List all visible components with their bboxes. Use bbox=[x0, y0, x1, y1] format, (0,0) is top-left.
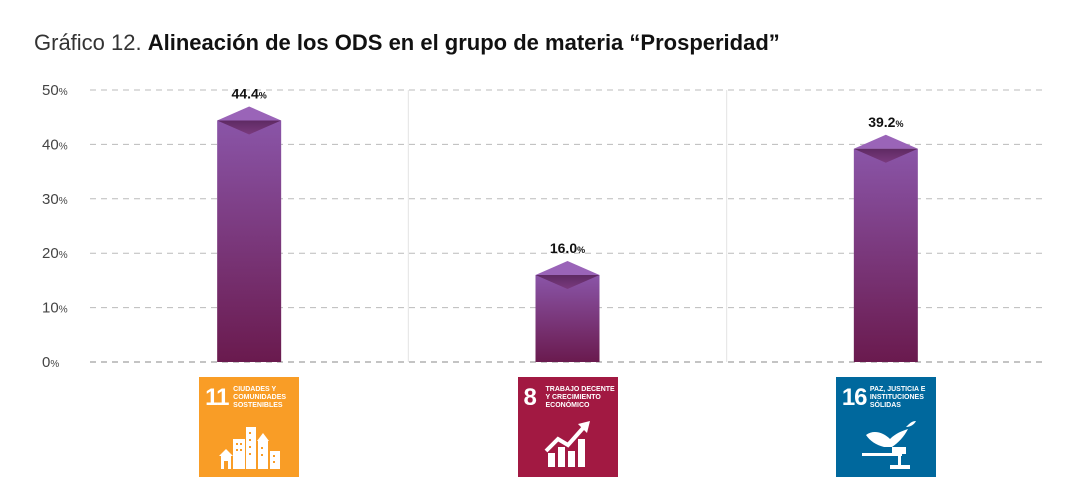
data-label: 39.2% bbox=[868, 114, 903, 130]
bar-cap-front bbox=[217, 120, 282, 135]
bar-cap-top bbox=[535, 260, 600, 275]
y-tick-label: 0% bbox=[42, 354, 59, 371]
bar-cap-top bbox=[217, 106, 282, 121]
chart-title-lead: Gráfico 12. bbox=[34, 30, 142, 55]
city-buildings-icon bbox=[219, 427, 281, 469]
sdg-name: TRABAJO DECENTE Y CRECIMIENTO ECONÓMICO bbox=[545, 386, 615, 409]
y-tick-label: 50% bbox=[42, 82, 68, 99]
sdg-name: PAZ, JUSTICIA E INSTITUCIONES SÓLIDAS bbox=[869, 386, 926, 409]
dove-gavel-icon bbox=[861, 421, 916, 469]
y-tick-label: 10% bbox=[42, 300, 68, 317]
bar-cap-top bbox=[853, 134, 918, 149]
sdg-16-badge: 16 PAZ, JUSTICIA E INSTITUCIONES SÓLIDAS bbox=[835, 377, 936, 477]
bar-cap-front bbox=[535, 274, 600, 289]
y-tick-label: 20% bbox=[42, 245, 68, 262]
data-label: 44.4% bbox=[232, 85, 267, 101]
sdg-11-badge: 11 CIUDADES Y COMUNIDADES SOSTENIBLES bbox=[199, 377, 300, 477]
bar-cap-front bbox=[853, 148, 918, 163]
sdg-name: CIUDADES Y COMUNIDADES SOSTENIBLES bbox=[233, 386, 287, 409]
sdg-number: 8 bbox=[523, 384, 537, 411]
data-label: 16.0% bbox=[550, 240, 585, 256]
bar bbox=[853, 148, 918, 362]
sdg-number: 11 bbox=[205, 384, 229, 411]
bar bbox=[217, 120, 282, 363]
chart-title-main: Alineación de los ODS en el grupo de mat… bbox=[147, 30, 780, 55]
y-tick-label: 40% bbox=[42, 136, 68, 153]
sdg-number: 16 bbox=[841, 384, 868, 411]
growth-chart-icon bbox=[544, 421, 590, 467]
bar bbox=[535, 274, 600, 362]
sdg-8-badge: 8 TRABAJO DECENTE Y CRECIMIENTO ECONÓMICO bbox=[517, 377, 618, 477]
y-tick-label: 30% bbox=[42, 191, 68, 208]
chart-title: Gráfico 12. Alineación de los ODS en el … bbox=[34, 30, 780, 56]
